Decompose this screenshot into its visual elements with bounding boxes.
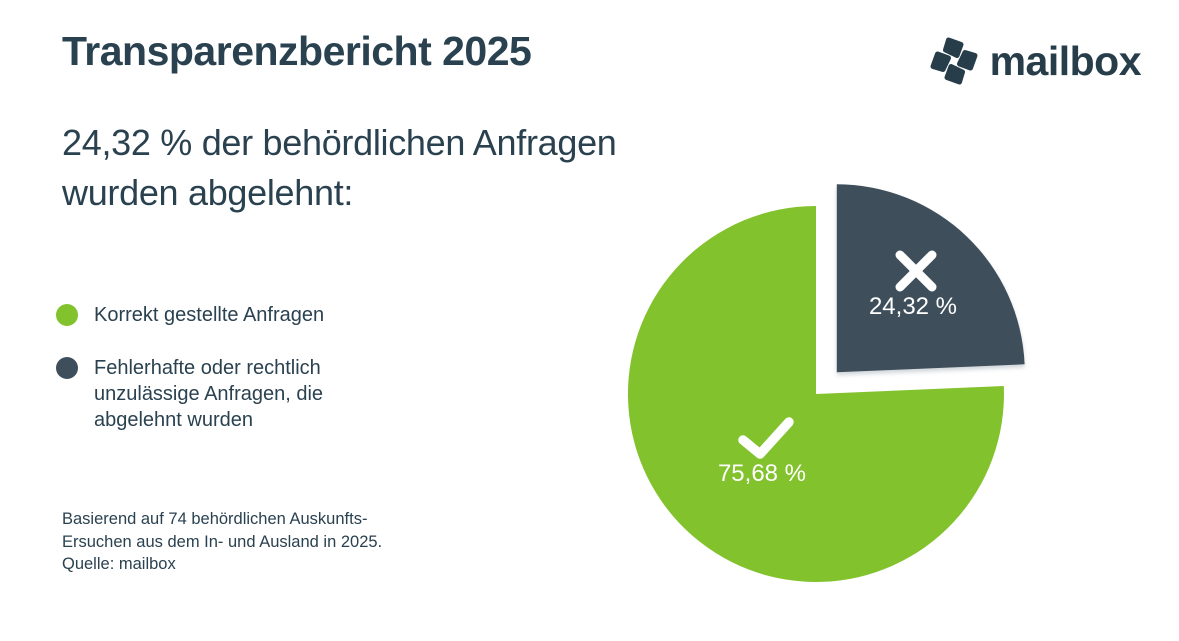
legend-dot-rejected — [56, 357, 78, 379]
source-footnote: Basierend auf 74 behördlichen Auskunfts-… — [62, 508, 382, 576]
page-title: Transparenzbericht 2025 — [62, 28, 532, 74]
mailbox-logo: mailbox — [927, 36, 1142, 86]
pie-chart-area: 24,32 % 75,68 % — [600, 150, 1080, 620]
pie-slice-correct — [627, 206, 1004, 582]
footnote-line2: Ersuchen aus dem In- und Ausland in 2025… — [62, 532, 383, 551]
legend-item-rejected: Fehlerhafte oder rechtlich unzulässige A… — [56, 355, 364, 433]
pie-chart: 24,32 % 75,68 % — [627, 184, 1025, 582]
mailbox-pinwheel-icon — [930, 37, 978, 85]
legend-label-correct: Korrekt gestellte Anfragen — [94, 304, 325, 326]
mailbox-logo-text: mailbox — [989, 37, 1142, 84]
chart-subtitle-line2: wurden abgelehnt: — [62, 172, 354, 213]
pie-label-rejected: 24,32 % — [869, 293, 957, 320]
pie-label-correct: 75,68 % — [718, 460, 806, 487]
check-icon — [738, 417, 794, 459]
x-icon — [895, 250, 937, 292]
footnote-line1: Basierend auf 74 behördlichen Auskunfts- — [62, 510, 368, 528]
chart-legend: Korrekt gestellte Anfragen Fehlerhafte o… — [56, 302, 364, 433]
chart-subtitle: 24,32 % der behördlichen Anfragen wurden… — [62, 118, 617, 218]
pie-slice-rejected — [836, 184, 1025, 373]
chart-subtitle-line1: 24,32 % der behördlichen Anfragen — [62, 122, 617, 163]
legend-label-rejected: Fehlerhafte oder rechtlich unzulässige A… — [94, 357, 324, 431]
legend-item-correct: Korrekt gestellte Anfragen — [56, 302, 364, 328]
legend-dot-correct — [56, 304, 78, 326]
footnote-line3: Quelle: mailbox — [62, 555, 176, 573]
